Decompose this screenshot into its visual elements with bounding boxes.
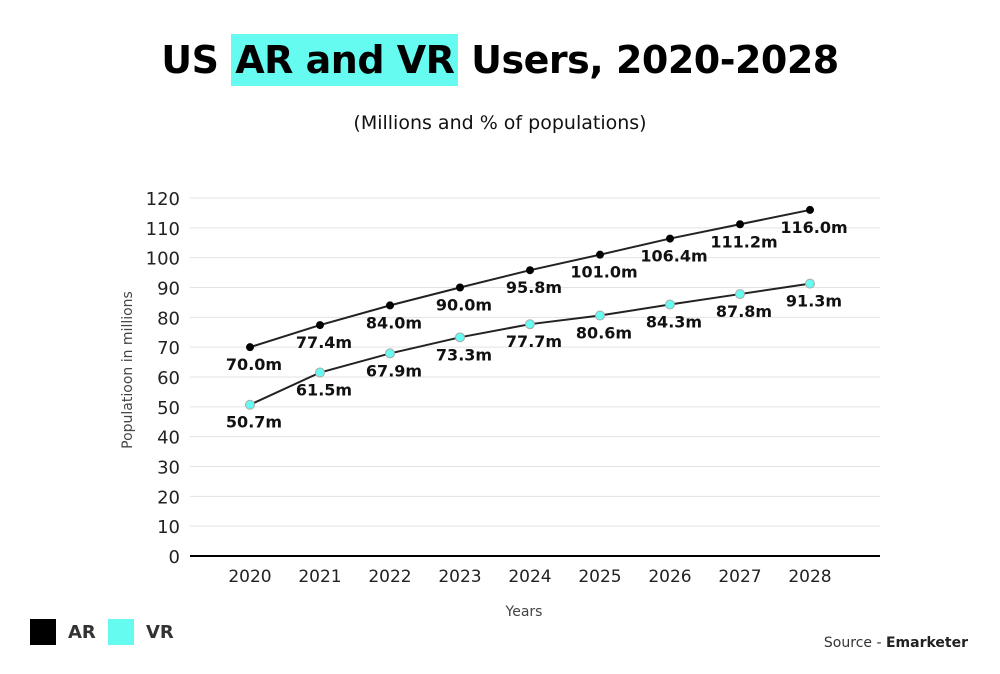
y-axis-label: Populatioon in millions [120,291,136,449]
y-tick-label: 110 [146,219,180,240]
data-label-ar: 90.0m [436,296,492,315]
data-label-vr: 73.3m [436,345,492,364]
y-tick-label: 30 [157,458,180,479]
data-label-ar: 106.4m [640,247,707,266]
data-point-ar [806,205,814,214]
data-point-ar [736,220,744,229]
data-label-vr: 67.9m [366,361,422,380]
data-point-vr [735,289,745,300]
data-label-vr: 50.7m [226,413,282,432]
y-tick-label: 20 [157,487,180,508]
data-label-ar: 70.0m [226,355,282,374]
legend-label-ar: AR [68,621,96,643]
data-label-vr: 91.3m [786,292,842,311]
data-label-ar: 111.2m [710,232,777,251]
y-tick-label: 50 [157,398,180,419]
x-tick-label: 2020 [228,567,271,587]
data-label-ar: 77.4m [296,333,352,352]
data-label-ar: 95.8m [506,278,562,297]
x-tick-label: 2024 [508,567,551,587]
x-axis-label: Years [505,604,543,620]
data-label-vr: 80.6m [576,324,632,343]
y-tick-label: 60 [157,368,180,389]
source-note: Source - Emarketer [824,635,968,651]
data-label-vr: 84.3m [646,313,702,332]
x-tick-label: 2026 [648,567,691,587]
title-text-end: Users, 2020-2028 [458,38,839,82]
data-point-vr [805,278,815,289]
data-point-ar [316,321,324,330]
data-point-ar [526,266,534,275]
y-tick-label: 40 [157,428,180,449]
data-point-vr [315,367,325,378]
chart-title: US AR and VR Users, 2020-2028 [0,34,1000,86]
x-tick-label: 2027 [718,567,761,587]
legend-label-vr: VR [146,621,174,643]
y-tick-label: 80 [157,308,180,329]
data-point-ar [666,234,674,243]
data-label-vr: 77.7m [506,332,562,351]
y-tick-label: 120 [146,189,180,210]
legend-swatch-vr [108,619,134,645]
data-label-ar: 101.0m [570,263,637,282]
x-tick-label: 2028 [788,567,831,587]
data-point-ar [386,301,394,310]
y-tick-label: 90 [157,279,180,300]
x-tick-label: 2023 [438,567,481,587]
data-point-vr [245,399,255,410]
data-label-ar: 84.0m [366,313,422,332]
y-tick-label: 100 [146,249,180,270]
data-point-vr [665,299,675,310]
data-point-vr [385,348,395,359]
x-tick-label: 2022 [368,567,411,587]
y-tick-label: 70 [157,338,180,359]
legend-item-ar: AR [30,619,96,645]
source-name: Emarketer [885,635,968,651]
source-prefix: Source - [823,635,886,651]
y-tick-label: 10 [157,517,180,538]
title-highlight: AR and VR [231,34,459,86]
data-label-vr: 61.5m [296,381,352,400]
data-label-ar: 116.0m [780,218,847,237]
data-point-vr [525,319,535,330]
data-point-ar [246,343,254,352]
data-point-vr [595,310,605,321]
data-point-ar [456,283,464,292]
data-point-ar [596,250,604,259]
data-point-vr [455,332,465,343]
legend-swatch-ar [30,619,56,645]
x-tick-label: 2021 [298,567,341,587]
title-text: US [161,38,232,82]
legend-item-vr: VR [108,619,174,645]
data-label-vr: 87.8m [716,302,772,321]
y-tick-label: 0 [169,547,180,568]
x-tick-label: 2025 [578,567,621,587]
chart-subtitle: (Millions and % of populations) [353,112,647,134]
